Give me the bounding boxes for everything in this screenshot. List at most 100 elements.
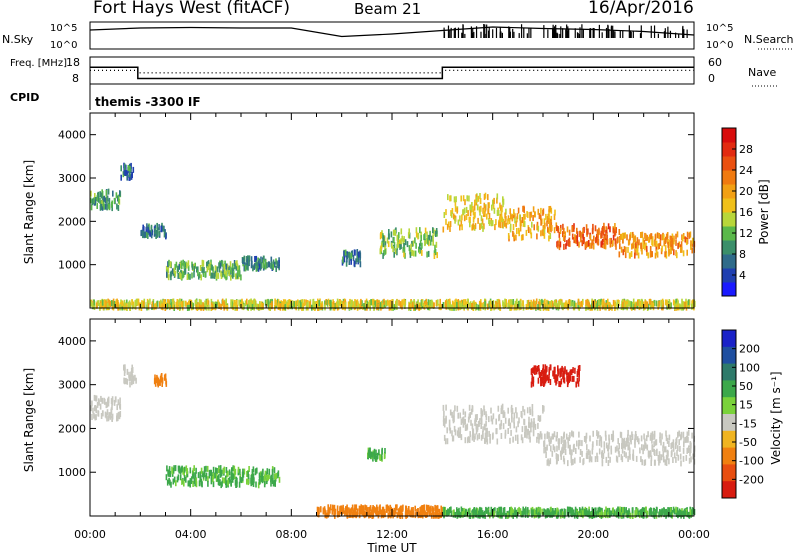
- data-cell: [665, 460, 668, 466]
- data-cell: [500, 419, 503, 426]
- data-cell: [521, 412, 523, 419]
- data-cell: [225, 475, 227, 482]
- data-cell: [110, 201, 113, 208]
- data-cell: [167, 299, 169, 305]
- data-cell: [480, 434, 483, 441]
- data-cell: [406, 510, 408, 517]
- data-cell: [145, 226, 148, 233]
- data-cell: [358, 505, 361, 512]
- data-cell: [581, 450, 583, 457]
- data-cell: [679, 303, 681, 310]
- data-cell: [192, 468, 195, 475]
- data-cell: [357, 302, 359, 309]
- data-cell: [238, 300, 241, 307]
- data-cell: [228, 270, 230, 276]
- data-cell: [154, 227, 156, 234]
- data-cell: [235, 300, 238, 307]
- colorbar-tick-label: 15: [739, 399, 753, 412]
- data-cell: [103, 195, 105, 202]
- data-cell: [425, 237, 428, 244]
- data-cell: [220, 303, 222, 310]
- data-cell: [117, 197, 120, 204]
- data-cell: [459, 215, 461, 222]
- data-cell: [390, 506, 392, 513]
- data-cell: [465, 509, 468, 516]
- data-cell: [456, 510, 458, 517]
- date-label: 16/Apr/2016: [588, 0, 694, 18]
- data-cell: [344, 510, 346, 517]
- data-cell: [670, 451, 673, 458]
- data-cell: [474, 509, 476, 516]
- data-cell: [568, 376, 570, 383]
- data-cell: [555, 453, 558, 460]
- data-cell: [571, 430, 573, 437]
- data-cell: [404, 252, 406, 259]
- data-cell: [388, 507, 391, 514]
- data-cell: [433, 302, 435, 309]
- data-cell: [359, 250, 361, 257]
- data-cell: [231, 473, 234, 480]
- data-cell: [392, 509, 394, 516]
- data-cell: [270, 262, 272, 269]
- data-cell: [511, 408, 514, 414]
- data-cell: [597, 507, 599, 514]
- data-cell: [348, 507, 350, 514]
- data-cell: [237, 466, 240, 473]
- data-cell: [410, 509, 413, 516]
- data-cell: [542, 225, 545, 231]
- data-cell: [214, 266, 217, 272]
- data-cell: [620, 246, 623, 253]
- data-cell: [517, 207, 520, 214]
- data-cell: [200, 299, 202, 306]
- data-cell: [638, 438, 640, 445]
- data-cell: [402, 504, 404, 511]
- data-cell: [443, 512, 445, 519]
- data-cell: [576, 371, 579, 377]
- data-cell: [563, 243, 565, 250]
- data-cell: [469, 431, 471, 438]
- data-cell: [548, 460, 550, 467]
- data-cell: [532, 215, 534, 221]
- data-cell: [186, 274, 189, 280]
- data-cell: [384, 245, 386, 252]
- nave-label: Nave: [748, 66, 776, 79]
- data-cell: [165, 265, 168, 272]
- data-cell: [679, 445, 681, 452]
- data-cell: [629, 453, 631, 460]
- data-cell: [507, 233, 510, 239]
- data-cell: [195, 467, 197, 474]
- data-cell: [553, 214, 556, 220]
- data-cell: [469, 221, 471, 228]
- data-cell: [650, 460, 652, 466]
- data-cell: [562, 444, 564, 450]
- data-cell: [382, 299, 384, 306]
- data-cell: [352, 301, 354, 308]
- data-cell: [623, 437, 625, 444]
- data-cell: [408, 506, 410, 512]
- data-cell: [105, 196, 108, 203]
- data-cell: [393, 251, 395, 258]
- data-cell: [346, 253, 349, 260]
- data-cell: [347, 301, 350, 308]
- data-cell: [661, 245, 663, 252]
- data-cell: [620, 454, 623, 461]
- data-cell: [219, 465, 222, 472]
- data-cell: [532, 367, 534, 374]
- data-cell: [143, 301, 145, 308]
- data-cell: [156, 300, 159, 307]
- data-cell: [601, 242, 604, 249]
- data-cell: [614, 446, 617, 453]
- data-cell: [442, 302, 445, 308]
- data-cell: [591, 507, 594, 514]
- colorbar-segment: [722, 380, 736, 398]
- data-cell: [544, 222, 546, 229]
- data-cell: [551, 225, 553, 231]
- data-cell: [214, 270, 217, 277]
- data-cell: [537, 415, 540, 422]
- data-cell: [99, 204, 102, 211]
- data-cell: [421, 300, 424, 307]
- data-cell: [368, 451, 370, 458]
- data-cell: [438, 512, 441, 519]
- data-cell: [325, 299, 327, 305]
- data-cell: [629, 434, 631, 441]
